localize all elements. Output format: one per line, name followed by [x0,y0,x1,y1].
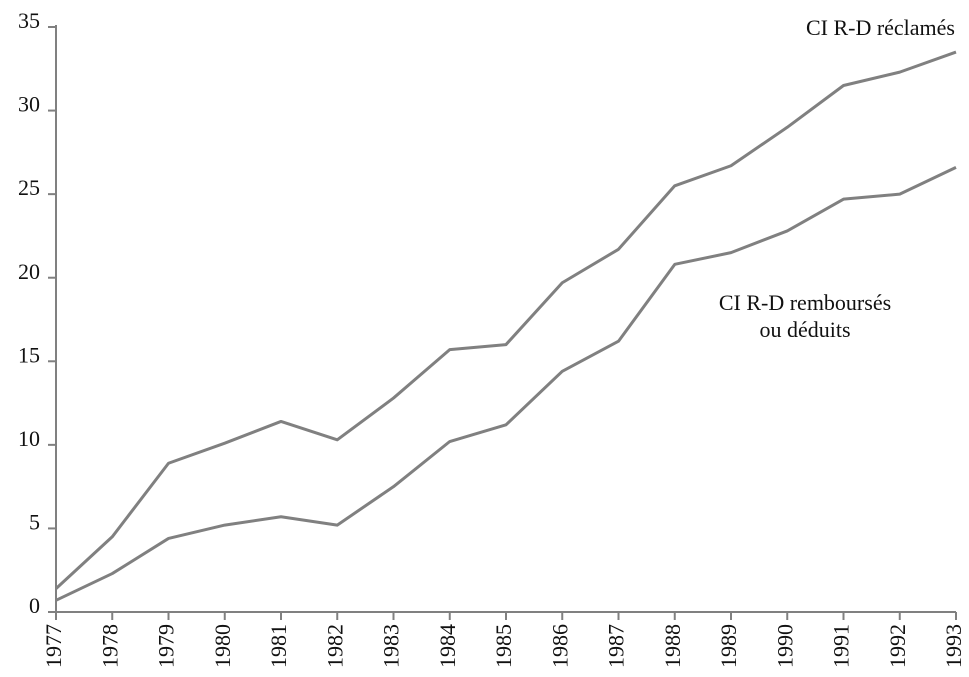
y-tick-label: 5 [29,509,40,534]
y-tick-label: 25 [18,175,40,200]
series-line [54,50,957,590]
x-tick-label: 1981 [266,624,291,668]
x-tick-label: 1982 [322,624,347,668]
x-tick-label: 1985 [491,624,516,668]
y-tick-label: 0 [29,593,40,618]
series-label: ou déduits [759,317,850,342]
x-tick-label: 1979 [154,624,179,668]
series-label: CI R-D réclamés [806,15,955,40]
y-tick-label: 35 [18,8,40,33]
x-tick-label: 1993 [941,624,966,668]
y-tick-label: 20 [18,259,40,284]
x-tick-label: 1983 [379,624,404,668]
y-tick-label: 30 [18,92,40,117]
y-tick-label: 10 [18,426,40,451]
x-tick-label: 1988 [660,624,685,668]
x-tick-label: 1984 [435,624,460,668]
y-tick-label: 15 [18,342,40,367]
x-tick-label: 1980 [210,624,235,668]
x-tick-label: 1989 [716,624,741,668]
x-tick-label: 1986 [547,624,572,668]
x-tick-label: 1987 [604,624,629,668]
x-tick-label: 1991 [829,624,854,668]
x-tick-label: 1978 [97,624,122,668]
x-tick-label: 1977 [41,624,66,668]
x-tick-label: 1990 [772,624,797,668]
x-tick-label: 1992 [885,624,910,668]
series-label: CI R-D remboursés [719,290,891,315]
series-line [55,166,957,602]
